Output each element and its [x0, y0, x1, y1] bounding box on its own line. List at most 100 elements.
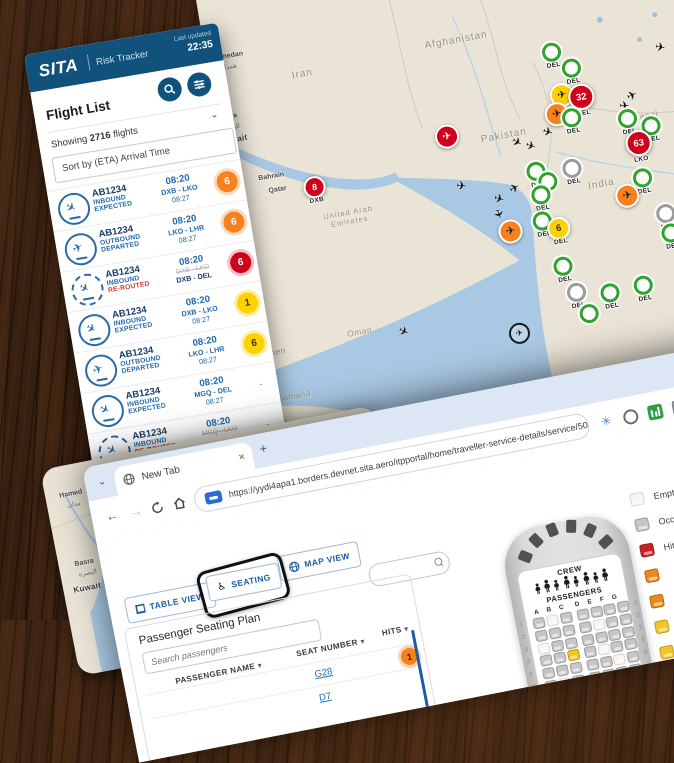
seat[interactable]	[596, 643, 611, 657]
seat[interactable]	[568, 661, 583, 675]
seat[interactable]	[550, 639, 565, 653]
seat[interactable]	[551, 717, 566, 731]
seat[interactable]	[606, 693, 621, 707]
seat[interactable]	[633, 688, 648, 702]
seat-number-link[interactable]: G28	[313, 666, 334, 681]
seat[interactable]	[583, 645, 598, 659]
seat[interactable]	[545, 613, 560, 628]
alert-count-badge[interactable]: 6	[228, 250, 253, 275]
seat[interactable]	[561, 623, 576, 637]
tab-search-button[interactable]: ⌄	[96, 475, 108, 488]
seat[interactable]	[619, 612, 633, 626]
extension-icon-ring[interactable]	[622, 408, 640, 426]
seat[interactable]	[557, 676, 572, 690]
home-icon[interactable]	[171, 495, 187, 511]
extension-icon-colored-asterisk[interactable]: ✳	[599, 413, 613, 429]
seat[interactable]	[612, 653, 627, 667]
seat[interactable]	[609, 705, 623, 720]
seat-row	[549, 688, 649, 718]
seat[interactable]	[573, 686, 588, 700]
seat[interactable]	[566, 649, 581, 663]
legend-seat-icon	[638, 542, 656, 558]
tab-seating[interactable]: ♿ SEATING	[204, 562, 283, 603]
seat[interactable]	[617, 678, 632, 692]
filter-button[interactable]	[185, 70, 214, 99]
column-header-hits[interactable]: HITS ▾	[381, 625, 410, 638]
seat[interactable]	[610, 640, 625, 654]
seat[interactable]	[595, 708, 610, 722]
forward-button[interactable]: →	[127, 502, 144, 520]
seat[interactable]	[616, 600, 631, 614]
seat[interactable]	[548, 626, 562, 640]
app-name: Risk Tracker	[95, 48, 150, 69]
seat[interactable]	[628, 662, 643, 677]
alert-count-badge[interactable]: 6	[242, 331, 267, 356]
seat[interactable]	[588, 670, 603, 684]
seat[interactable]	[532, 616, 546, 630]
alert-count-badge[interactable]: 6	[215, 169, 240, 194]
windshield-segment	[527, 532, 545, 549]
seat[interactable]	[607, 627, 622, 642]
site-info-icon[interactable]	[204, 489, 224, 505]
seat[interactable]	[594, 630, 609, 644]
seat[interactable]	[546, 691, 561, 706]
crew-person-icon	[581, 571, 592, 590]
browser-tab[interactable]: New Tab ×	[112, 441, 256, 496]
seat[interactable]	[534, 629, 549, 643]
seat[interactable]	[631, 675, 646, 689]
seat[interactable]	[578, 620, 593, 634]
seat[interactable]	[539, 654, 554, 668]
chevron-down-icon[interactable]: ⌄	[209, 108, 220, 122]
seat[interactable]	[615, 665, 630, 679]
seat[interactable]	[620, 690, 635, 704]
tab-close-icon[interactable]: ×	[237, 450, 246, 464]
back-button[interactable]: ←	[104, 507, 120, 525]
seat[interactable]	[604, 680, 619, 694]
windshield-segment	[597, 533, 614, 550]
seat[interactable]	[560, 689, 575, 703]
seat[interactable]	[571, 674, 586, 688]
seat[interactable]	[626, 650, 641, 664]
seat[interactable]	[536, 641, 551, 655]
seat[interactable]	[576, 699, 591, 713]
globe-favicon	[123, 473, 135, 485]
inbound-flight-icon: ✈	[55, 190, 93, 228]
seat[interactable]	[559, 611, 574, 625]
alert-count-badge[interactable]: 1	[235, 290, 260, 316]
seat[interactable]	[564, 636, 578, 650]
legend-seat-icon	[658, 644, 674, 660]
flight-marker[interactable]: ✈	[455, 178, 468, 194]
seat[interactable]	[590, 683, 605, 697]
seat[interactable]	[552, 651, 567, 665]
seat[interactable]	[562, 701, 577, 715]
legend-item: Occupied	[633, 508, 674, 533]
seat[interactable]	[549, 704, 564, 718]
seat[interactable]	[593, 695, 607, 710]
seat-column-letter: C	[558, 603, 565, 612]
new-tab-button[interactable]: +	[258, 440, 269, 457]
seat[interactable]	[636, 700, 651, 714]
seat[interactable]	[622, 703, 637, 717]
seat[interactable]	[605, 615, 620, 629]
seat[interactable]	[601, 668, 616, 682]
seat[interactable]	[578, 711, 593, 725]
seat[interactable]	[576, 608, 590, 622]
seat[interactable]	[589, 605, 604, 619]
seat[interactable]	[621, 625, 636, 639]
seat[interactable]	[565, 714, 580, 728]
seat[interactable]	[541, 666, 556, 680]
extension-icon-chart[interactable]	[646, 403, 665, 421]
seat[interactable]	[580, 633, 595, 647]
seat[interactable]	[585, 658, 600, 672]
alert-count-badge[interactable]: 6	[221, 210, 247, 235]
seat[interactable]	[555, 664, 570, 678]
reload-icon[interactable]	[150, 500, 165, 515]
seat[interactable]	[599, 655, 614, 669]
crew-person-icon	[561, 575, 572, 594]
search-button[interactable]	[155, 75, 184, 104]
seat[interactable]	[544, 679, 559, 693]
seat[interactable]	[623, 637, 638, 651]
seat-number-link[interactable]: D7	[318, 690, 333, 704]
seat[interactable]	[603, 602, 617, 616]
tab-map-view[interactable]: MAP VIEW	[276, 540, 362, 583]
